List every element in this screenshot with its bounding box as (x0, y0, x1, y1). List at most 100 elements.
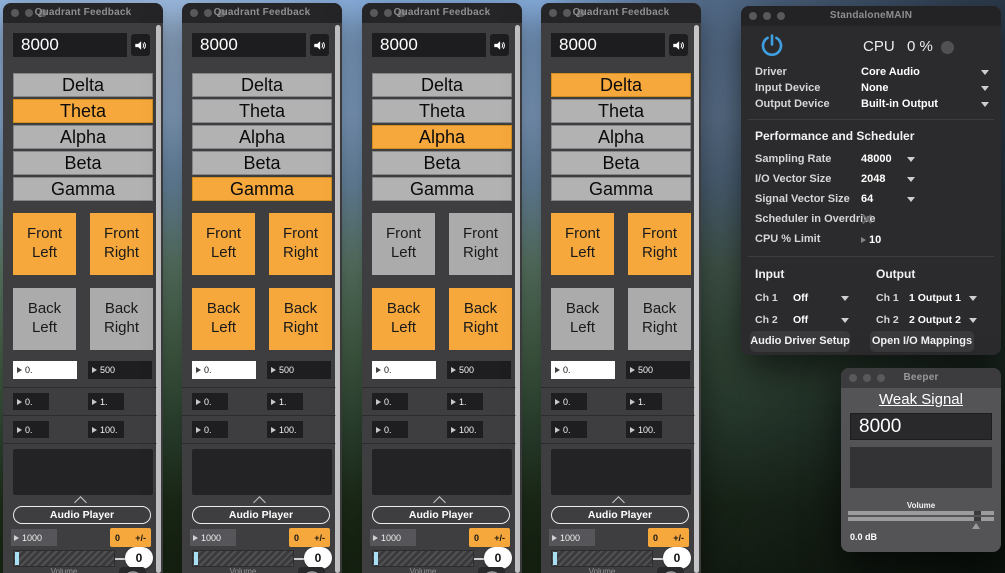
close-button[interactable] (749, 12, 757, 20)
audio-player-button[interactable]: Audio Player (192, 506, 330, 524)
output-ch1-dropdown[interactable]: 1 Output 1 (909, 292, 961, 304)
vertical-scrollbar[interactable] (156, 25, 161, 573)
volume-slider[interactable] (372, 550, 474, 567)
int-numberbox[interactable]: 500 (626, 361, 690, 379)
band-button-beta[interactable]: Beta (192, 151, 332, 175)
int-numberbox[interactable]: 500 (267, 361, 331, 379)
band-button-alpha[interactable]: Alpha (551, 125, 691, 149)
band-button-beta[interactable]: Beta (551, 151, 691, 175)
zoom-button[interactable] (877, 374, 885, 382)
float-numberbox[interactable]: 1. (626, 393, 662, 410)
frequency-numberbox[interactable]: 8000 (850, 413, 992, 440)
frequency-numberbox[interactable]: 8000 (372, 33, 486, 57)
float-numberbox[interactable]: 0. (13, 421, 49, 438)
output-ch2-dropdown[interactable]: 2 Output 2 (909, 314, 961, 326)
counter-box[interactable]: 0 +/- (648, 528, 689, 547)
band-button-delta[interactable]: Delta (13, 73, 153, 97)
input-ch1-dropdown[interactable]: Off (793, 292, 809, 304)
close-button[interactable] (11, 9, 19, 17)
volume-slider[interactable] (192, 550, 294, 567)
minimize-button[interactable] (204, 9, 212, 17)
slider-thumb[interactable] (194, 552, 198, 565)
chevron-down-icon[interactable] (907, 157, 915, 162)
gain-slider-channel-1[interactable] (848, 511, 994, 515)
quad-button-front-left[interactable]: Front Left (551, 213, 614, 275)
frequency-numberbox[interactable]: 8000 (13, 33, 127, 57)
window-titlebar[interactable]: Quadrant Feedback (182, 3, 342, 23)
io-vector-dropdown[interactable]: 2048 (861, 173, 886, 185)
chevron-down-icon[interactable] (969, 318, 977, 323)
float-numberbox[interactable]: 100. (626, 421, 662, 438)
rate-numberbox[interactable]: 1000 (11, 529, 57, 546)
frequency-numberbox[interactable]: 8000 (551, 33, 665, 57)
zoom-button[interactable] (398, 9, 406, 17)
counter-box[interactable]: 0 +/- (110, 528, 151, 547)
sampling-rate-dropdown[interactable]: 48000 (861, 153, 892, 165)
band-button-alpha[interactable]: Alpha (192, 125, 332, 149)
vertical-scrollbar[interactable] (335, 25, 340, 573)
weak-signal-link[interactable]: Weak Signal (879, 391, 963, 408)
float-numberbox[interactable]: 0. (551, 421, 587, 438)
close-button[interactable] (370, 9, 378, 17)
input-ch2-dropdown[interactable]: Off (793, 314, 809, 326)
gain-dial[interactable] (478, 567, 505, 573)
float-numberbox[interactable]: 0. (13, 361, 77, 379)
band-button-gamma[interactable]: Gamma (551, 177, 691, 201)
rate-numberbox[interactable]: 1000 (549, 529, 595, 546)
float-numberbox[interactable]: 0. (372, 361, 436, 379)
float-numberbox[interactable]: 0. (192, 421, 228, 438)
volume-numberbox[interactable]: 0 (125, 547, 153, 569)
counter-box[interactable]: 0 +/- (469, 528, 510, 547)
overdrive-checkbox-x-icon[interactable] (861, 213, 872, 225)
gain-slider-handle[interactable] (974, 511, 981, 515)
band-button-alpha[interactable]: Alpha (13, 125, 153, 149)
volume-numberbox[interactable]: 0 (304, 547, 332, 569)
chevron-down-icon[interactable] (969, 296, 977, 301)
chevron-down-icon[interactable] (841, 318, 849, 323)
close-button[interactable] (190, 9, 198, 17)
frequency-numberbox[interactable]: 8000 (192, 33, 306, 57)
window-titlebar[interactable]: Quadrant Feedback (362, 3, 522, 23)
zoom-button[interactable] (777, 12, 785, 20)
minimize-button[interactable] (25, 9, 33, 17)
cpu-limit-numberbox[interactable]: 10 (861, 234, 881, 246)
band-button-gamma[interactable]: Gamma (372, 177, 512, 201)
speaker-button[interactable] (490, 34, 509, 56)
quad-button-back-left[interactable]: Back Left (551, 288, 614, 350)
speaker-button[interactable] (310, 34, 329, 56)
window-titlebar[interactable]: StandaloneMAIN (741, 6, 1001, 26)
gain-dial[interactable] (657, 567, 684, 573)
volume-numberbox[interactable]: 0 (663, 547, 691, 569)
gain-slider-channel-2[interactable] (848, 517, 994, 521)
band-button-theta[interactable]: Theta (372, 99, 512, 123)
volume-slider[interactable] (551, 550, 653, 567)
float-numberbox[interactable]: 0. (372, 421, 408, 438)
float-numberbox[interactable]: 0. (551, 393, 587, 410)
gain-slider-handle[interactable] (974, 517, 981, 521)
band-button-beta[interactable]: Beta (13, 151, 153, 175)
close-button[interactable] (849, 374, 857, 382)
float-numberbox[interactable]: 1. (88, 393, 124, 410)
quad-button-front-left[interactable]: Front Left (13, 213, 76, 275)
window-titlebar[interactable]: Beeper (841, 368, 1001, 388)
band-button-delta[interactable]: Delta (551, 73, 691, 97)
zoom-button[interactable] (577, 9, 585, 17)
rate-numberbox[interactable]: 1000 (190, 529, 236, 546)
volume-numberbox[interactable]: 0 (484, 547, 512, 569)
speaker-button[interactable] (669, 34, 688, 56)
quad-button-front-right[interactable]: Front Right (269, 213, 332, 275)
slider-thumb[interactable] (374, 552, 378, 565)
counter-box[interactable]: 0 +/- (289, 528, 330, 547)
vertical-scrollbar[interactable] (694, 25, 699, 573)
signal-vector-dropdown[interactable]: 64 (861, 193, 874, 205)
volume-slider[interactable] (13, 550, 115, 567)
minimize-button[interactable] (384, 9, 392, 17)
float-numberbox[interactable]: 100. (447, 421, 483, 438)
band-button-gamma[interactable]: Gamma (192, 177, 332, 201)
band-button-theta[interactable]: Theta (192, 99, 332, 123)
quad-button-back-left[interactable]: Back Left (372, 288, 435, 350)
quad-button-back-right[interactable]: Back Right (269, 288, 332, 350)
band-button-alpha[interactable]: Alpha (372, 125, 512, 149)
window-titlebar[interactable]: Quadrant Feedback (3, 3, 163, 23)
float-numberbox[interactable]: 0. (13, 393, 49, 410)
